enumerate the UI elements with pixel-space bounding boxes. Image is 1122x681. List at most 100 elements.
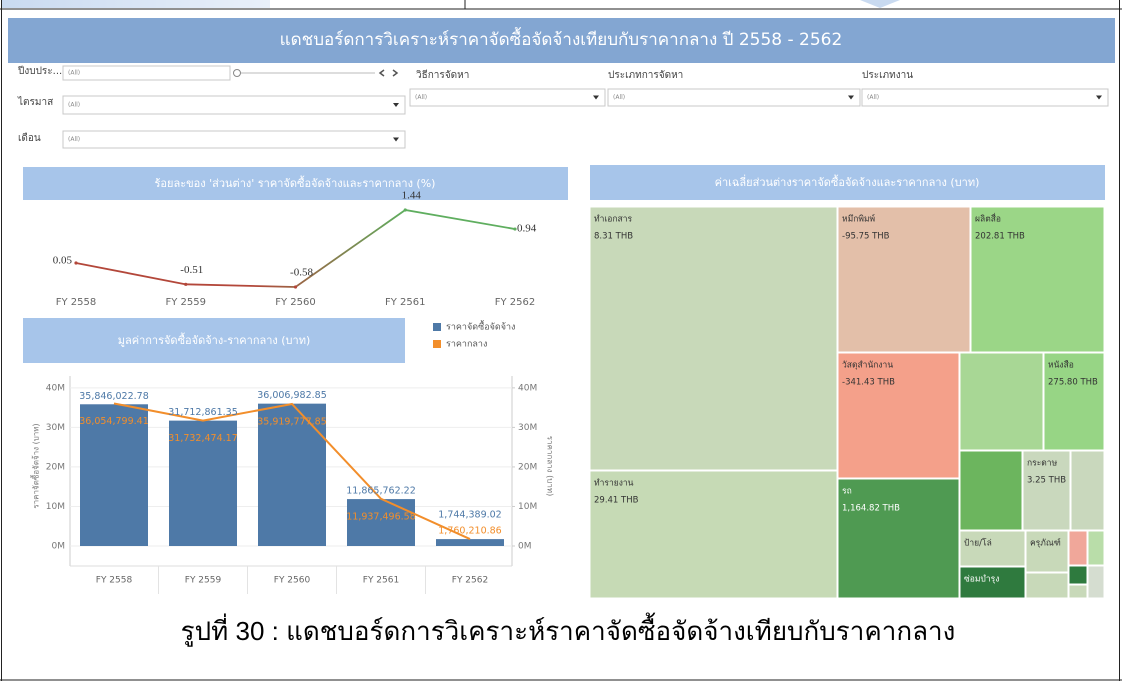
filter-box[interactable] [861,88,1109,107]
slider-next[interactable] [392,69,399,77]
data-label: 36,006,982.85 [257,390,327,401]
y-tick-label: 40M [46,383,65,393]
bar [80,404,148,546]
x-tick-label: FY 2562 [495,297,536,308]
legend-label: ราคากลาง [446,340,487,350]
treemap-cell [1068,530,1088,566]
treemap-cell [589,470,838,599]
treemap-label: ทำรายงาน [594,479,634,489]
treemap-label: หนังสือ [1048,360,1074,371]
y-tick-label: 0M [52,542,66,552]
y2-tick-label: 20M [518,462,537,472]
treemap-cell [1022,450,1071,531]
data-label: 0.94 [517,223,537,235]
treemap-value: -95.75 THB [842,232,890,242]
filter-box[interactable] [62,95,406,115]
data-label: -0.58 [290,267,313,279]
treemap-label: ผลิตสื่อ [975,213,1001,225]
bar [436,539,504,546]
chart-title: มูลค่าการจัดซื้อจัดจ้าง-ราคากลาง (บาท) [118,332,311,347]
treemap-cell [1043,352,1105,451]
treemap-cell [837,478,960,599]
treemap-label: หมึกพิมพ์ [842,214,875,225]
data-label: -0.51 [180,264,203,276]
line-point [184,282,188,286]
filter-box[interactable] [409,88,606,107]
line-point [403,208,407,212]
filter-value: (All) [415,94,427,101]
legend-swatch [433,323,441,331]
page-decoration [2,0,270,8]
line-point [513,227,517,231]
x-tick-label: FY 2558 [96,576,133,586]
treemap-value: 29.41 THB [594,496,639,506]
y2-tick-label: 0M [518,542,532,552]
filter-label: เดือน [18,132,41,144]
chart-header [23,318,405,363]
filter-value: (All) [867,94,879,101]
data-label: 31,732,474.17 [168,433,238,444]
treemap-cell [1068,584,1088,599]
filter-label: ปีงบประ... [17,65,62,77]
x-tick-label: FY 2561 [385,297,426,308]
x-tick-label: FY 2560 [275,297,316,308]
dropdown-arrow[interactable] [393,137,399,142]
treemap-label: วัสดุสำนักงาน [842,361,893,371]
treemap-value: 1,164.82 THB [842,504,900,514]
treemap-label: ทำเอกสาร [594,215,632,225]
y-tick-label: 20M [46,462,65,472]
legend-label: ราคาจัดซื้อจัดจ้าง [446,320,515,333]
treemap-label: รถ [842,487,852,497]
treemap-cell [589,206,838,471]
treemap-value: 3.25 THB [1027,476,1066,486]
treemap-cell [1068,565,1088,585]
filter-box[interactable] [607,88,861,107]
legend-swatch [433,340,441,348]
dashboard-title: แดชบอร์ดการวิเคราะห์ราคาจัดซื้อจัดจ้างเท… [280,27,843,50]
treemap-cell [837,206,971,353]
chart-title: ร้อยละของ 'ส่วนต่าง' ราคาจัดซื้อจัดจ้างแ… [155,175,436,190]
treemap-label: กระดาษ [1027,459,1058,469]
treemap-label: ซ่อมบำรุง [964,575,999,585]
data-label: 1.44 [402,190,422,202]
bar [347,499,415,546]
treemap-cell [1025,572,1069,599]
data-label: 35,919,777.85 [257,416,327,427]
treemap-cell [1025,530,1069,573]
line-point [74,261,78,265]
x-tick-label: FY 2560 [274,576,311,586]
bar [169,420,237,546]
data-label: 11,937,496.58 [346,511,416,522]
filter-label: ไตรมาส [17,96,53,108]
treemap-cell [959,450,1023,531]
y2-axis-title: ราคากลาง (บาท) [546,436,555,496]
slider-handle[interactable] [233,69,241,77]
filter-value: (All) [68,70,80,77]
x-tick-label: FY 2559 [185,576,222,586]
y2-tick-label: 10M [518,502,537,512]
line-point [293,285,298,289]
dropdown-arrow[interactable] [1096,95,1102,100]
treemap-cell [837,352,960,479]
y-axis-title: ราคาจัดซื้อจัดจ้าง (บาท) [30,423,41,508]
data-label: 1,744,389.02 [438,510,501,521]
figure-caption: รูปที่ 30 : แดชบอร์ดการวิเคราะห์ราคาจัดซ… [181,612,956,647]
x-tick-label: FY 2559 [166,297,207,308]
treemap-cell [959,352,1044,451]
filter-box[interactable] [62,130,406,149]
treemap-cell [959,566,1026,599]
filter-label: ประเภทการจัดหา [608,70,683,81]
filter-value: (All) [68,136,80,143]
slider-prev[interactable] [378,69,385,77]
treemap-label: ป้าย/โล่ [964,538,992,549]
dropdown-arrow[interactable] [593,95,599,100]
filter-value: (All) [613,94,625,101]
x-tick-label: FY 2561 [363,576,399,586]
dropdown-arrow[interactable] [848,95,854,100]
filter-box[interactable] [62,65,231,81]
y-tick-label: 30M [46,423,65,433]
page-decoration [860,0,900,8]
chart-title: ค่าเฉลี่ยส่วนต่างราคาจัดซื้อจัดจ้างและรา… [715,174,980,189]
dropdown-arrow[interactable] [393,103,399,107]
